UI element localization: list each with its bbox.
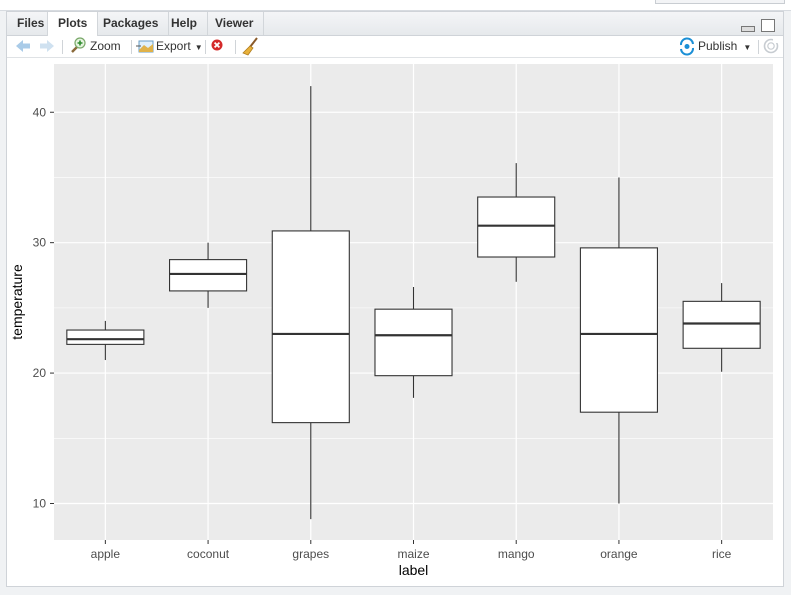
y-tick-label: 20 [33, 366, 47, 380]
export-image-icon [136, 40, 154, 53]
box-maize [374, 287, 453, 398]
zoom-label: Zoom [90, 39, 121, 53]
tab-packages[interactable]: Packages [93, 12, 170, 35]
iqr-box [682, 300, 761, 349]
iqr-box [66, 329, 145, 345]
publish-icon [680, 37, 694, 56]
zoom-button[interactable]: Zoom [69, 36, 121, 57]
minimize-icon[interactable] [741, 26, 755, 32]
broom-icon [242, 37, 258, 56]
publish-label: Publish [698, 39, 738, 53]
x-tick-label: apple [91, 547, 121, 561]
tab-label: Plots [58, 16, 88, 30]
export-label: Export [156, 39, 191, 53]
zoom-magnifier-icon [71, 37, 86, 53]
chevron-down-icon: ▼ [743, 43, 752, 52]
remove-plot-button[interactable] [210, 36, 226, 57]
chevron-down-icon: ▼ [194, 43, 203, 52]
clear-all-button[interactable] [242, 36, 260, 57]
arrow-left-icon [16, 40, 30, 52]
top-strip [0, 0, 791, 11]
refresh-button[interactable] [762, 36, 780, 57]
iqr-box [374, 308, 453, 377]
box-apple [66, 320, 145, 361]
remove-plot-icon [211, 39, 223, 51]
box-orange [579, 177, 658, 504]
maximize-icon[interactable] [761, 19, 775, 32]
iqr-box [579, 247, 658, 413]
publish-button[interactable]: Publish ▼ [678, 36, 751, 57]
y-tick-label: 30 [33, 236, 47, 250]
arrow-right-icon [40, 40, 54, 52]
y-axis-label: temperature [9, 264, 25, 340]
tab-label: Files [17, 16, 45, 30]
tab-help[interactable]: Help [161, 12, 209, 35]
tab-label: Packages [103, 16, 159, 30]
x-tick-label: orange [600, 547, 638, 561]
forward-button[interactable] [38, 36, 56, 57]
y-tick-label: 10 [33, 496, 47, 510]
box-mango [477, 163, 556, 282]
plots-pane: Files Plots Packages Help Viewer Zoom [6, 11, 784, 587]
x-axis-label: label [399, 562, 429, 578]
tab-label: Viewer [215, 16, 254, 30]
box-rice [682, 283, 761, 372]
tab-label: Help [171, 16, 198, 30]
boxplot-chart: 10 20 30 40 apple coconut grapes maize mango oran… [9, 64, 773, 578]
x-tick-label: mango [498, 547, 535, 561]
plot-toolbar: Zoom Export ▼ [7, 36, 783, 58]
x-tick-label: rice [712, 547, 732, 561]
top-strip-inner [655, 0, 785, 4]
x-tick-label: grapes [292, 547, 329, 561]
tab-plots[interactable]: Plots [47, 12, 99, 36]
tab-viewer[interactable]: Viewer [205, 12, 265, 35]
y-tick-label: 40 [33, 105, 47, 119]
x-tick-label: coconut [187, 547, 230, 561]
x-tick-label: maize [397, 547, 429, 561]
back-button[interactable] [14, 36, 32, 57]
iqr-box [477, 196, 556, 258]
iqr-box [169, 259, 248, 292]
refresh-icon [763, 38, 779, 54]
box-coconut [169, 242, 248, 308]
plot-area: 10 20 30 40 apple coconut grapes maize mango oran… [7, 58, 783, 586]
iqr-box [271, 230, 350, 424]
box-grapes [271, 86, 350, 520]
tab-bar: Files Plots Packages Help Viewer [7, 12, 783, 36]
export-button[interactable]: Export ▼ [136, 36, 203, 57]
